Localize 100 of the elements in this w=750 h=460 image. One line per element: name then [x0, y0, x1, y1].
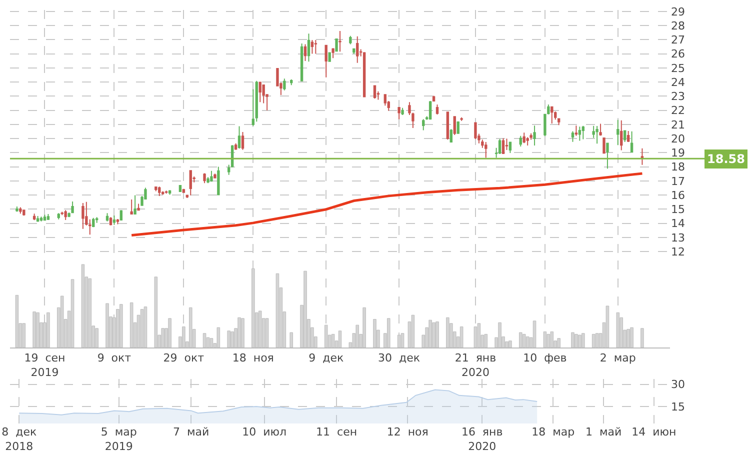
y-tick-label: 28 — [671, 19, 685, 32]
y-tick-label: 24 — [671, 76, 685, 89]
candlestick — [290, 78, 293, 86]
candlestick — [626, 130, 630, 142]
candlestick — [335, 38, 338, 52]
candlestick — [178, 184, 182, 192]
x-tick-label: 9 окт — [97, 352, 132, 365]
candlestick — [161, 190, 164, 196]
x-tick-label: 5 мар 2019 — [100, 425, 137, 453]
y-tick-label: 23 — [671, 90, 685, 104]
candlestick — [32, 213, 36, 221]
candlestick — [502, 138, 505, 154]
candlestick — [300, 42, 304, 82]
x-tick-label: 8 дек 2018 — [2, 425, 38, 453]
candlestick — [258, 82, 262, 103]
candlestick — [356, 36, 359, 64]
candlestick — [519, 135, 522, 147]
candlestick — [283, 78, 286, 91]
candlestick — [36, 216, 40, 222]
y-tick-label: 17 — [671, 174, 685, 188]
candlestick — [82, 202, 84, 230]
candlestick — [599, 123, 602, 136]
candlestick — [164, 190, 168, 194]
candlestick — [428, 100, 432, 120]
y-tick-label: 15 — [671, 400, 685, 414]
candlestick — [158, 186, 161, 196]
candlestick — [432, 95, 436, 102]
candlestick — [606, 142, 609, 170]
y-tick-label: 14 — [671, 217, 685, 230]
candlestick — [401, 107, 404, 116]
candlestick — [234, 142, 238, 150]
x-tick-label: 11 сен — [316, 425, 358, 438]
candlestick — [304, 44, 307, 62]
candlestick — [422, 118, 425, 131]
candlestick — [310, 39, 314, 54]
candlestick — [338, 30, 342, 52]
candlestick — [16, 206, 18, 212]
x-tick-label: 14 июн — [632, 425, 676, 438]
candlestick — [352, 48, 356, 54]
y-tick-label: 12 — [671, 245, 685, 258]
candlestick — [460, 116, 463, 122]
x-tick-label: 10 июл — [242, 425, 287, 438]
candlestick — [522, 132, 526, 144]
y-tick-label: 16 — [671, 188, 685, 202]
x-tick-label: 29 окт — [163, 352, 205, 365]
y-tick-label: 29 — [671, 5, 685, 18]
candlestick — [324, 44, 328, 78]
candlestick — [620, 120, 623, 151]
candlestick — [255, 80, 258, 122]
candlestick — [60, 211, 64, 216]
x-tick-label: 2 мар — [600, 352, 636, 365]
x-tick-label: 7 май — [172, 425, 210, 438]
candlestick — [189, 170, 192, 196]
candlestick — [616, 119, 620, 146]
candlestick — [203, 172, 206, 184]
candlestick — [484, 141, 488, 158]
candlestick — [217, 166, 220, 196]
y-tick-label: 27 — [671, 34, 685, 47]
candlestick — [154, 186, 158, 192]
y-tick-label: 20 — [671, 132, 685, 146]
candlestick — [214, 173, 216, 179]
x-tick-label: 9 дек — [308, 352, 344, 365]
x-tick-label: 18 ноя — [232, 352, 274, 365]
line-series — [130, 172, 644, 236]
candlestick — [112, 214, 116, 226]
candlestick — [571, 130, 574, 142]
candlestick — [109, 216, 112, 226]
candlestick — [508, 142, 512, 154]
x-tick-label: 10 фев — [523, 352, 567, 365]
x-tick-label: 19 сен 2019 — [24, 352, 66, 379]
y-tick-label: 21 — [671, 118, 685, 132]
candlestick — [210, 170, 213, 182]
candlestick — [92, 217, 95, 228]
candlestick — [40, 216, 43, 222]
candlestick — [22, 210, 26, 216]
candlestick — [241, 131, 244, 150]
candlestick — [373, 85, 376, 100]
x-tick-label: 1 май — [585, 425, 622, 438]
candlestick — [596, 126, 598, 144]
candlestick — [398, 106, 400, 120]
y-tick-label: 30 — [671, 378, 685, 392]
candlestick — [106, 212, 109, 222]
candlestick — [456, 120, 460, 134]
candlestick — [120, 210, 123, 221]
x-tick-label: 18 мар — [532, 425, 575, 438]
candlestick — [574, 125, 578, 136]
candlestick — [349, 35, 352, 45]
candlestick — [623, 130, 626, 142]
candlestick — [57, 212, 60, 220]
candlestick — [446, 112, 450, 140]
ref-line-label: 18.58 — [707, 152, 745, 166]
candlestick — [533, 125, 536, 146]
y-tick-label: 25 — [671, 62, 685, 75]
x-tick-label: 16 янв 2020 — [461, 425, 503, 453]
candlestick — [95, 216, 98, 224]
candlestick — [71, 200, 74, 214]
x-tick-label: 30 дек — [378, 352, 420, 365]
y-tick-label: 13 — [671, 231, 685, 244]
candlestick — [450, 128, 453, 142]
y-tick-label: 19 — [671, 146, 685, 160]
